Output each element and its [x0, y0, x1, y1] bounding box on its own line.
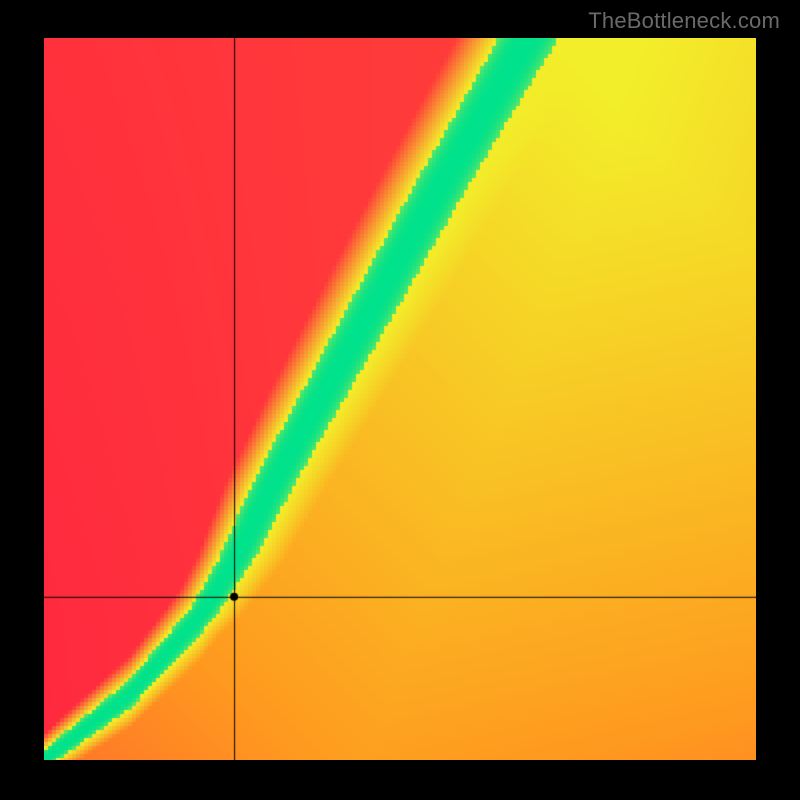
chart-container: TheBottleneck.com [0, 0, 800, 800]
bottleneck-heatmap [44, 38, 756, 760]
watermark-text: TheBottleneck.com [588, 8, 780, 34]
